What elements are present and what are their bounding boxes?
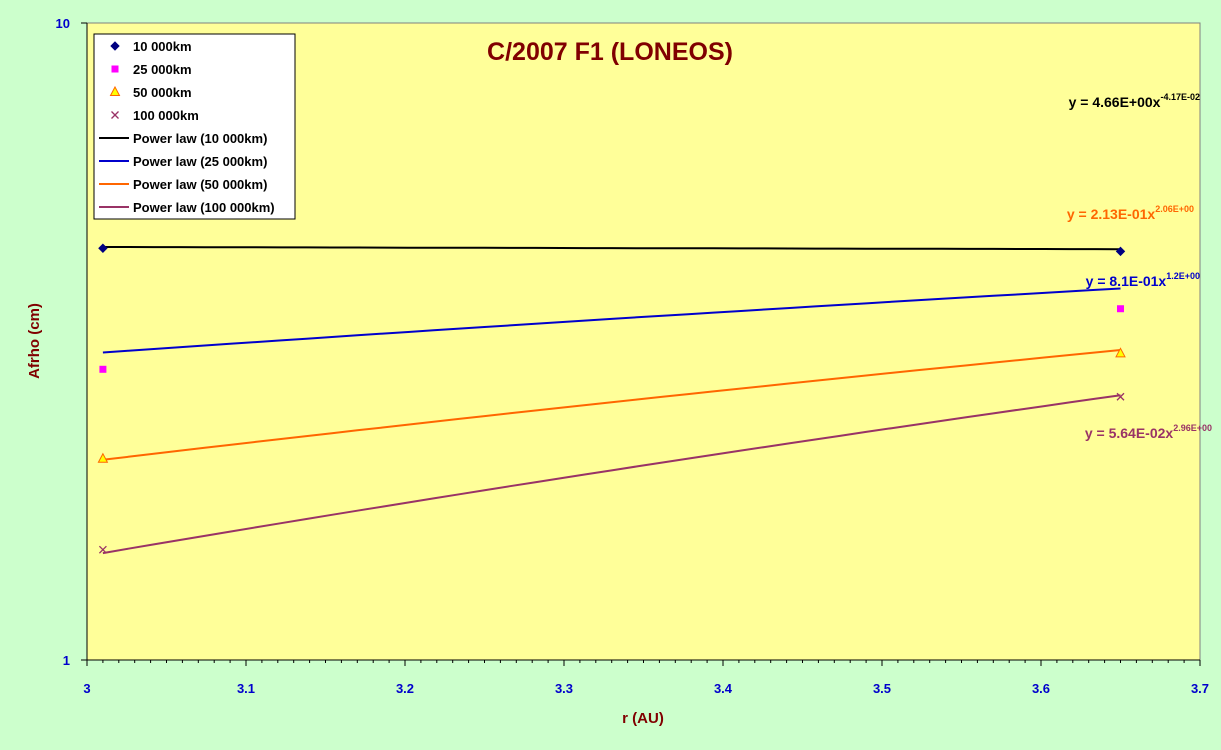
y-tick-label: 10 (56, 16, 70, 31)
legend-label: Power law (25 000km) (133, 154, 267, 169)
x-tick-label: 3 (83, 681, 90, 696)
legend-box (93, 33, 296, 220)
marker-stroke (1116, 392, 1125, 401)
trendline-3 (102, 349, 1121, 461)
data-point-series-1 (1115, 246, 1126, 257)
equation-exponent: -4.17E-02 (1160, 92, 1200, 102)
legend-label: Power law (100 000km) (133, 200, 275, 215)
trendline-equation-4: y = 5.64E-02x2.96E+00 (1085, 423, 1212, 441)
trendline-2 (102, 287, 1121, 354)
legend-item-trendline-3: Power law (50 000km) (99, 177, 267, 192)
data-markers (97, 243, 1126, 554)
y-tick-label: 1 (63, 653, 70, 668)
data-point-series-4 (1116, 392, 1125, 401)
equation-exponent: 1.2E+00 (1166, 271, 1200, 281)
x-tick-label: 3.1 (237, 681, 255, 696)
equation-base: y = 4.66E+00x (1069, 94, 1161, 110)
equation-base: y = 8.1E-01x (1086, 273, 1167, 289)
legend-label: 50 000km (133, 85, 192, 100)
y-axis-title: Afrho (cm) (26, 303, 43, 379)
trendline-equations: y = 4.66E+00x-4.17E-02 y = 8.1E-01x1.2E+0… (1067, 92, 1212, 441)
data-point-series-1 (98, 243, 108, 253)
trendline-equation-2: y = 8.1E-01x1.2E+00 (1086, 271, 1200, 289)
data-point-series-2 (1117, 305, 1124, 313)
x-tick-label: 3.2 (396, 681, 414, 696)
legend-item-series-4: 100 000km (111, 108, 199, 123)
legend-item-trendline-4: Power law (100 000km) (99, 200, 275, 215)
legend-item-trendline-1: Power law (10 000km) (99, 131, 267, 146)
legend-item-series-2: 25 000km (111, 62, 192, 77)
data-point-series-3 (97, 452, 109, 463)
equation-base: y = 5.64E-02x (1085, 425, 1174, 441)
x-tick-label: 3.7 (1191, 681, 1209, 696)
data-point-series-3 (1115, 347, 1126, 358)
legend-label: 25 000km (133, 62, 192, 77)
x-tick-label: 3.3 (555, 681, 573, 696)
legend-label: Power law (10 000km) (133, 131, 267, 146)
x-tick-label: 3.6 (1032, 681, 1050, 696)
x-tick-label: 3.5 (873, 681, 891, 696)
legend-marker (111, 111, 119, 119)
legend-label: Power law (50 000km) (133, 177, 267, 192)
legend-item-series-3: 50 000km (109, 85, 192, 100)
legend-item-trendline-2: Power law (25 000km) (99, 154, 267, 169)
equation-base: y = 2.13E-01x (1067, 206, 1156, 222)
legend-label: 10 000km (133, 39, 192, 54)
data-point-series-4 (98, 545, 107, 554)
legend-label: 100 000km (133, 108, 199, 123)
x-tick-label: 3.4 (714, 681, 733, 696)
equation-exponent: 2.96E+00 (1173, 423, 1212, 433)
trendline-equation-1: y = 4.66E+00x-4.17E-02 (1069, 92, 1200, 110)
marker-stroke (98, 545, 107, 554)
trendlines (102, 246, 1121, 555)
trendline-equation-3: y = 2.13E-01x2.06E+00 (1067, 204, 1194, 222)
chart-title: C/2007 F1 (LONEOS) (487, 38, 733, 66)
legend: 10 000km 25 000km 50 000km 100 000km Power l… (93, 33, 296, 220)
equation-exponent: 2.06E+00 (1155, 204, 1194, 214)
data-point-series-2 (99, 365, 107, 373)
legend-marker (111, 65, 119, 73)
legend-marker (109, 85, 121, 96)
axes: 3 3.1 3.2 3.3 3.4 3.5 3.6 3.7 1 10 (56, 16, 1210, 696)
legend-item-series-1: 10 000km (110, 39, 192, 54)
trendline-4 (102, 394, 1121, 555)
x-axis-title: r (AU) (622, 710, 664, 727)
trendline-1 (102, 246, 1121, 251)
marker-stroke (111, 111, 119, 119)
legend-marker (110, 41, 120, 51)
